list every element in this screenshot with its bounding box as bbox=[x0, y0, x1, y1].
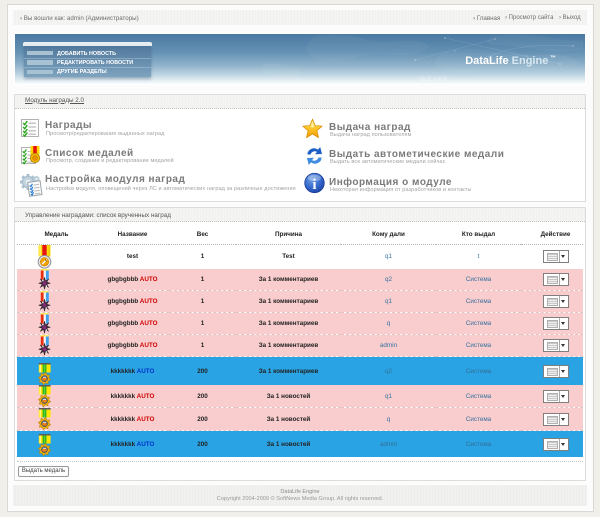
svg-text:i: i bbox=[312, 177, 316, 193]
